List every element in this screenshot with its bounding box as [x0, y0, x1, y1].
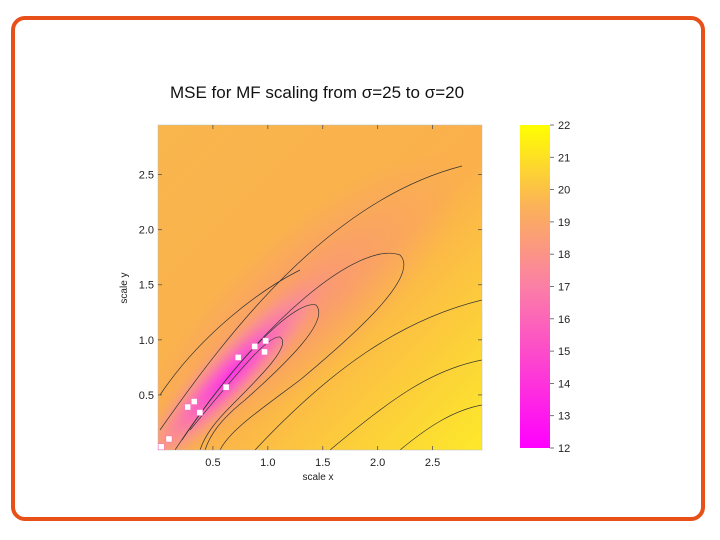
y-tick-label: 2.0: [139, 225, 154, 237]
y-tick-label: 0.5: [139, 390, 154, 402]
data-point-marker: [196, 409, 203, 416]
heatmap-area: [158, 125, 482, 450]
colorbar-tick-label: 22: [558, 120, 570, 132]
colorbar-tick-label: 16: [558, 314, 570, 326]
x-tick-label: 1.5: [315, 457, 330, 469]
colorbar-tick-label: 19: [558, 217, 570, 229]
slide-frame: [11, 16, 705, 521]
data-point-marker: [158, 443, 165, 450]
data-point-marker: [165, 435, 173, 443]
data-point-marker: [234, 354, 242, 361]
data-point-marker: [251, 343, 258, 350]
colorbar-tick-label: 17: [558, 282, 570, 294]
y-tick-label: 2.5: [139, 170, 154, 182]
x-tick-label: 1.0: [260, 457, 275, 469]
data-point-marker: [262, 337, 269, 345]
data-point-marker: [184, 403, 191, 411]
colorbar-tick-label: 14: [558, 378, 570, 390]
y-axis: 0.5 1.0 1.5 2.0 2.5: [139, 170, 482, 402]
x-tick-label: 2.0: [370, 457, 385, 469]
colorbar-tick-label: 21: [558, 152, 570, 164]
colorbar: [520, 125, 550, 448]
data-point-marker: [191, 398, 198, 405]
chart-title: MSE for MF scaling from σ=25 to σ=20: [170, 83, 465, 102]
y-tick-label: 1.0: [139, 335, 154, 347]
colorbar-tick-label: 15: [558, 346, 570, 358]
data-point-marker: [261, 348, 268, 356]
x-tick-label: 2.5: [425, 457, 440, 469]
x-tick-label: 0.5: [205, 457, 220, 469]
colorbar-tick-label: 20: [558, 185, 570, 197]
colorbar-tick-label: 13: [558, 411, 570, 423]
data-point-marker: [222, 384, 230, 391]
marker-layer: [158, 337, 269, 450]
x-axis: 0.5 1.0 1.5 2.0 2.5: [205, 125, 440, 469]
colorbar-tick-label: 18: [558, 249, 570, 261]
y-tick-label: 1.5: [139, 280, 154, 292]
colorbar-tick-label: 12: [558, 443, 570, 455]
y-axis-label: scale y: [119, 272, 130, 303]
x-axis-label: scale x: [302, 472, 333, 483]
colorbar-ticks: 12 13 14 15 16 17 18 19 20 21 22: [550, 120, 570, 455]
